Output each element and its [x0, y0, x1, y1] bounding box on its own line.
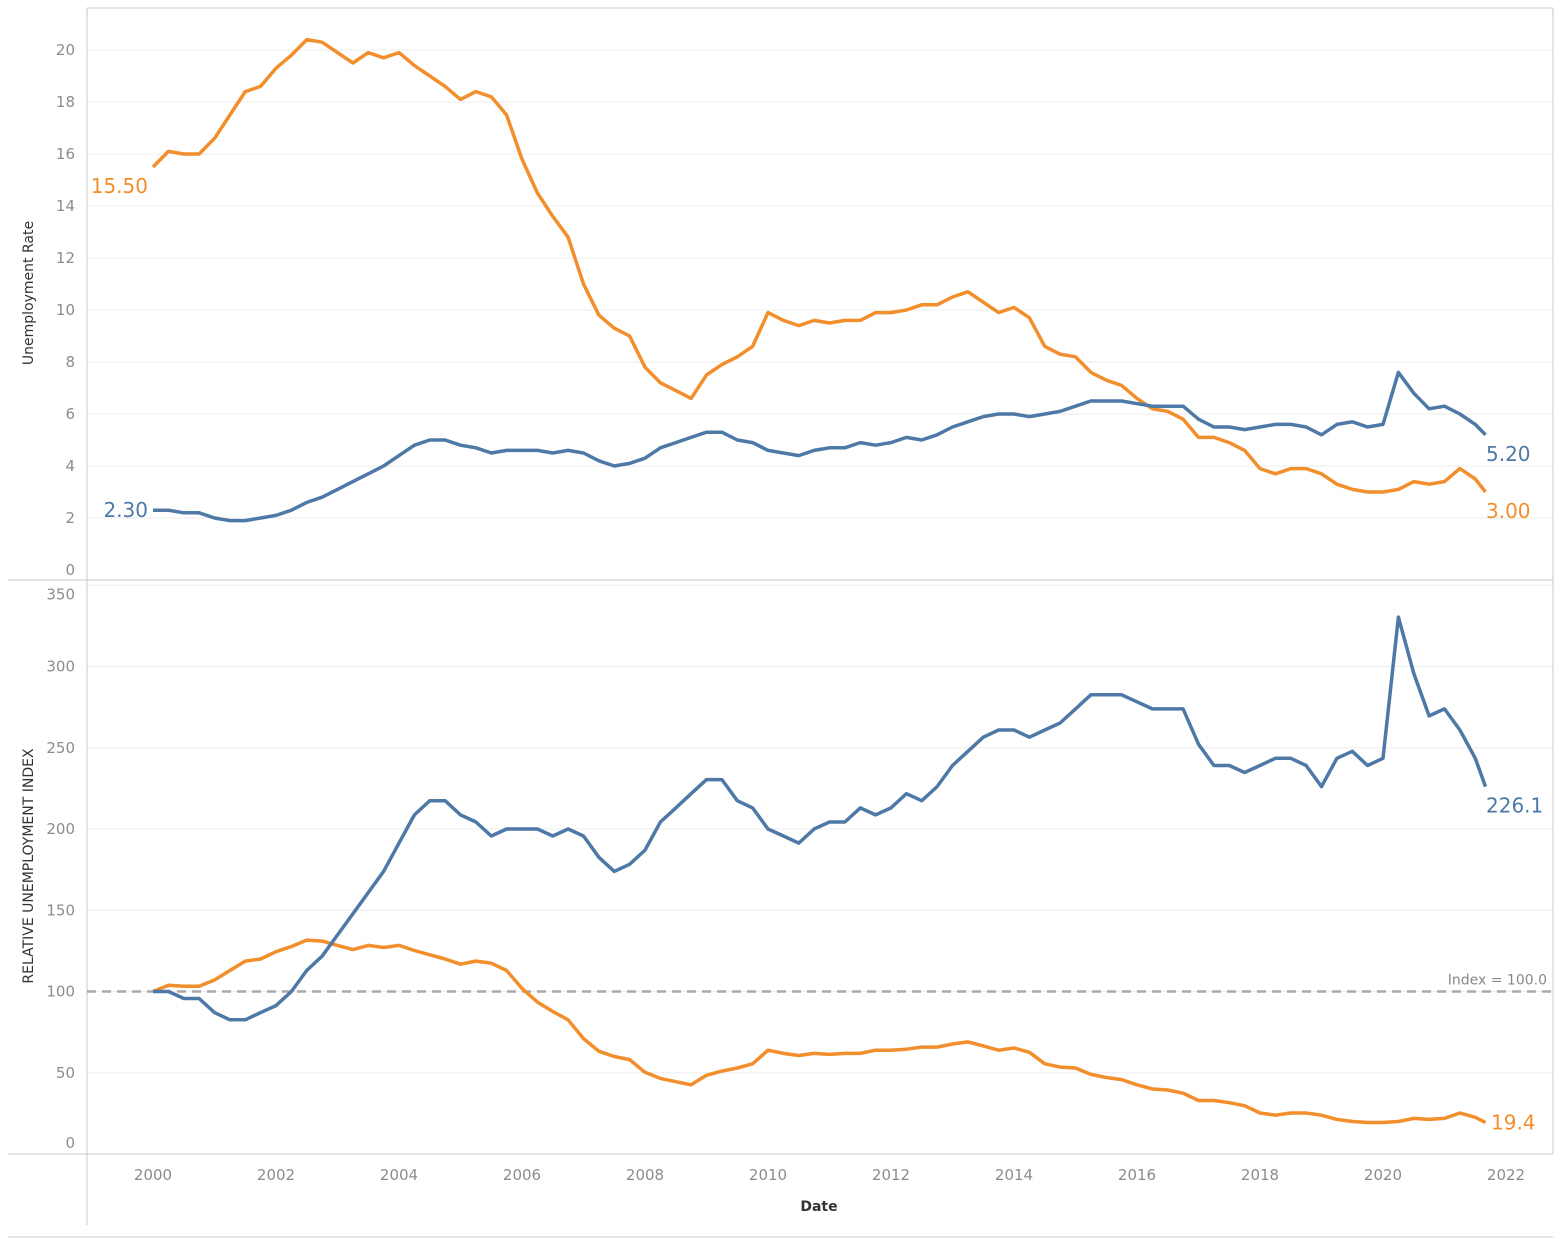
top-y-tick-label: 10	[56, 301, 75, 319]
top-y-tick-label: 4	[65, 457, 75, 475]
top-y-tick-label: 0	[65, 561, 75, 579]
top-y-tick-label: 18	[56, 93, 75, 111]
top-y-axis-title: Unemployment Rate	[21, 221, 37, 365]
x-tick-label: 2014	[995, 1166, 1033, 1184]
x-tick-label: 2008	[626, 1166, 664, 1184]
bottom-y-tick-label: 50	[56, 1064, 75, 1082]
top-start-label: 15.50	[91, 174, 148, 198]
top-start-label: 2.30	[103, 498, 148, 522]
top-y-tick-label: 14	[56, 197, 75, 215]
top-y-tick-label: 2	[65, 509, 75, 527]
bottom-y-tick-label: 0	[65, 1134, 75, 1152]
top-y-tick-label: 16	[56, 145, 75, 163]
bottom-y-tick-label: 100	[46, 983, 75, 1001]
x-tick-label: 2004	[380, 1166, 418, 1184]
top-y-tick-label: 12	[56, 249, 75, 267]
x-tick-label: 2018	[1241, 1166, 1279, 1184]
x-tick-label: 2006	[503, 1166, 541, 1184]
bottom-y-tick-label: 250	[46, 739, 75, 757]
bottom-y-tick-label: 300	[46, 658, 75, 676]
top-end-label: 3.00	[1486, 499, 1531, 523]
top-end-label: 5.20	[1486, 442, 1531, 466]
x-tick-label: 2020	[1364, 1166, 1402, 1184]
top-y-tick-label: 8	[65, 353, 75, 371]
bottom-series-line-orange	[152, 938, 1487, 1125]
bottom-y-tick-label: 150	[46, 901, 75, 919]
x-tick-label: 2012	[872, 1166, 910, 1184]
bottom-y-tick-label: 200	[46, 820, 75, 838]
bottom-end-label: 19.4	[1491, 1110, 1536, 1134]
x-tick-label: 2002	[257, 1166, 295, 1184]
top-series-line-blue	[153, 370, 1487, 523]
top-y-tick-label: 20	[56, 41, 75, 59]
index-reference-label: Index = 100.0	[1448, 973, 1547, 989]
bottom-y-tick-label: 350	[46, 585, 75, 603]
x-tick-label: 2022	[1487, 1166, 1525, 1184]
x-tick-label: 2010	[749, 1166, 787, 1184]
x-axis-title: Date	[800, 1199, 837, 1215]
x-tick-label: 2016	[1118, 1166, 1156, 1184]
x-tick-label: 2000	[134, 1166, 172, 1184]
bottom-y-axis-title: RELATIVE UNEMPLOYMENT INDEX	[21, 748, 37, 984]
bottom-series-line-blue	[153, 615, 1488, 1022]
top-y-tick-label: 6	[65, 405, 75, 423]
top-series-line-orange	[151, 37, 1487, 494]
bottom-end-label: 226.1	[1486, 794, 1543, 818]
